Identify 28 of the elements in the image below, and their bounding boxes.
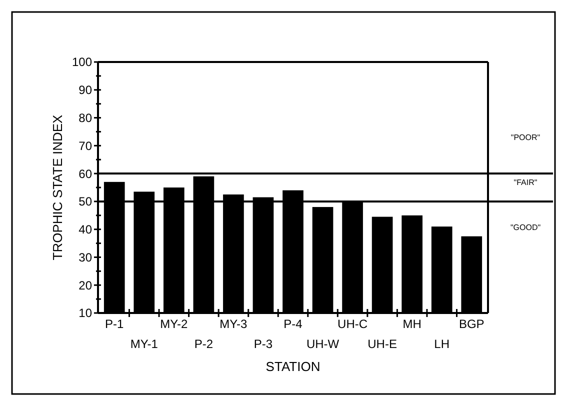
x-tick-label: P-1 <box>105 317 124 331</box>
text: "GOOD" <box>510 222 541 232</box>
text: "FAIR" <box>514 178 538 187</box>
x-tick-label: P-4 <box>284 317 303 331</box>
x-tick-label: UH-C <box>338 317 368 331</box>
y-tick-label: 100 <box>72 55 92 70</box>
y-tick-label: 20 <box>78 278 92 292</box>
x-axis-title: STATION <box>266 359 320 374</box>
x-tick-label: MY-1 <box>130 337 158 351</box>
y-tick-label: 80 <box>78 110 92 125</box>
text: "POOR" <box>510 132 540 142</box>
x-tick-label: MY-3 <box>220 317 248 331</box>
y-tick-label: 10 <box>78 306 92 320</box>
y-tick-label: 60 <box>78 166 92 181</box>
x-tick-label: UH-E <box>368 337 397 351</box>
y-tick-label: 70 <box>78 138 92 153</box>
x-tick-label: UH-W <box>306 337 340 351</box>
x-tick-label: MY-2 <box>160 317 188 331</box>
y-axis-title: TROPHIC STATE INDEX <box>50 114 65 260</box>
x-tick-label: BGP <box>458 317 484 331</box>
y-tick-label: 90 <box>78 83 92 98</box>
x-tick-label: P-2 <box>194 337 214 351</box>
x-tick-label: MH <box>402 317 422 331</box>
y-tick-label: 30 <box>78 250 92 264</box>
x-tick-label: LH <box>434 337 450 351</box>
x-tick-label: P-3 <box>254 337 273 351</box>
y-tick-label: 50 <box>78 194 92 209</box>
y-tick-label: 40 <box>78 222 92 237</box>
